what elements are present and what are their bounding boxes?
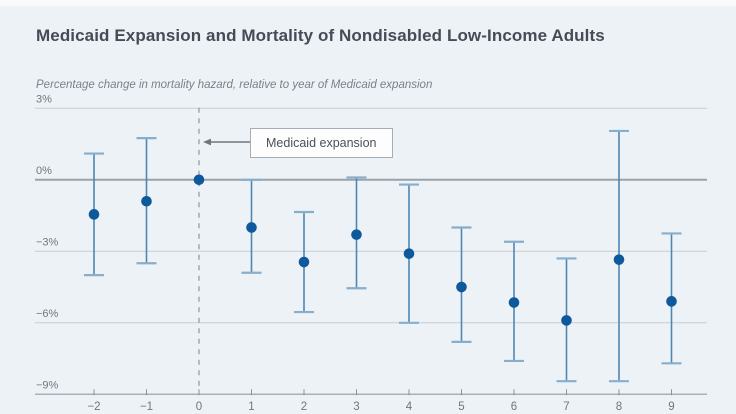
y-tick-label: 0% (36, 165, 52, 177)
y-tick-label: 3% (36, 93, 52, 105)
data-point (561, 315, 572, 326)
data-point (351, 229, 362, 240)
data-point (141, 195, 152, 207)
top-strip (0, 0, 736, 6)
chart-title: Medicaid Expansion and Mortality of Nond… (36, 26, 605, 45)
data-point (298, 256, 310, 268)
x-tick-label: 2 (301, 401, 307, 413)
data-point (403, 248, 415, 259)
x-tick-label: 4 (406, 401, 413, 413)
data-point (666, 296, 677, 307)
x-tick-label: 0 (196, 401, 202, 413)
chart-subtitle: Percentage change in mortality hazard, r… (36, 79, 433, 91)
x-tick-label: 9 (668, 401, 674, 413)
data-point (456, 281, 467, 293)
x-tick-label: 5 (458, 401, 464, 413)
data-point (193, 174, 205, 186)
y-tick-label: −9% (36, 379, 59, 391)
x-tick-label: 3 (353, 401, 359, 413)
x-tick-label: −1 (140, 401, 153, 413)
y-tick-label: −3% (36, 236, 59, 248)
annotation-label: Medicaid expansion (266, 136, 377, 150)
data-point (246, 222, 257, 233)
x-tick-label: 1 (248, 401, 254, 413)
annotation-medicaid-expansion: Medicaid expansion (250, 128, 393, 158)
x-tick-label: 7 (563, 401, 569, 413)
y-tick-label: −6% (36, 308, 59, 320)
data-point (613, 254, 625, 265)
data-point (508, 297, 520, 308)
annotation-arrowhead (203, 138, 211, 146)
x-tick-label: −2 (87, 401, 100, 413)
x-tick-label: 6 (511, 401, 517, 413)
x-tick-label: 8 (616, 401, 622, 413)
data-point (88, 209, 100, 220)
